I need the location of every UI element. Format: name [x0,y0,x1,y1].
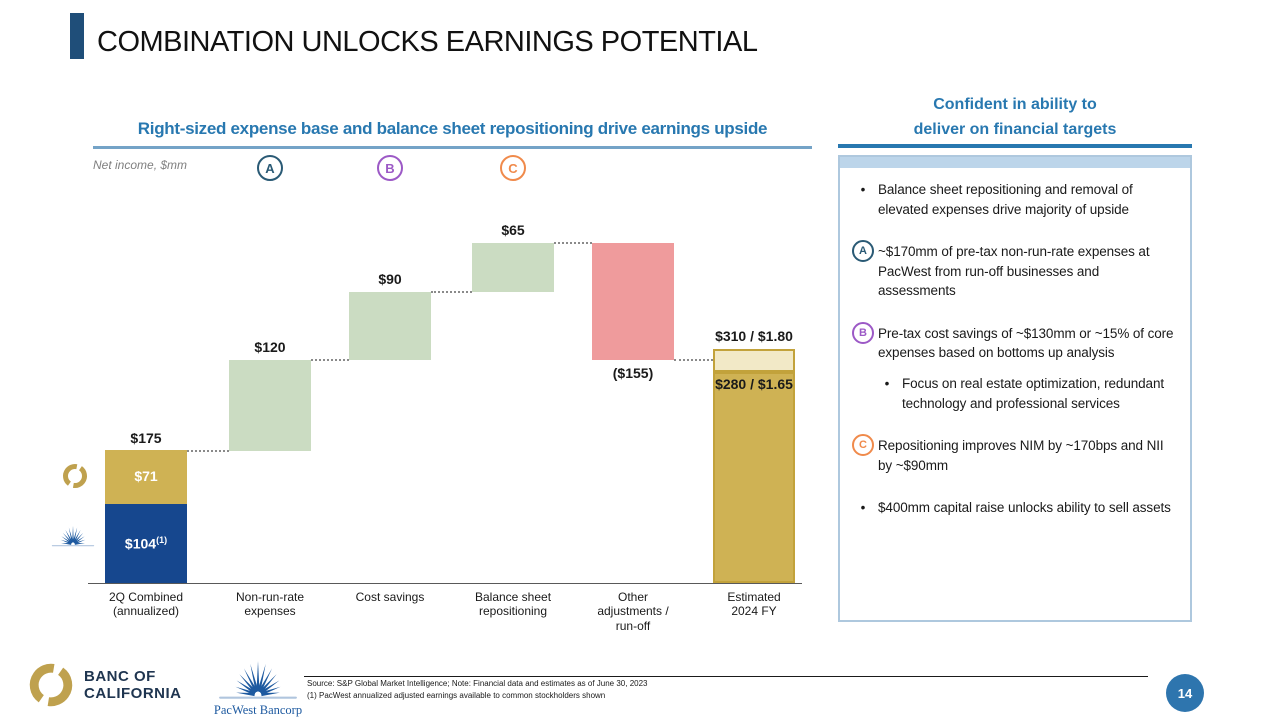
cost-savings-axis-label: Cost savings [355,590,425,604]
other-adjustments-run-off-axis-label: Other adjustments / run-off [597,590,669,633]
panel-item-text: Repositioning improves NIM by ~170bps an… [878,438,1164,473]
2q-combined-segment-label-0: $104(1) [124,534,168,552]
banc-of-california-ring-icon [29,663,73,707]
connector-3 [554,242,592,244]
banc-of-california-wordmark: BANC OF CALIFORNIA [84,668,182,703]
other-adjustments-run-off-label: ($155) [612,365,654,381]
cost-savings-bar [349,292,431,360]
bullet-circle-c-icon: C [848,434,878,457]
2q-combined-axis-label: 2Q Combined (annualized) [108,590,184,619]
connector-1 [311,359,349,361]
2q-combined-segment-0 [105,504,187,583]
connector-4 [674,359,713,361]
2q-combined-segment-label-1: $71 [134,468,158,484]
panel-title: Confident in ability to deliver on finan… [838,93,1192,143]
estimated-2024-fy-segment-0 [713,372,795,583]
panel-item-text: ~$170mm of pre-tax non-run-rate expenses… [878,244,1150,299]
chart-title-underline [93,146,812,149]
bullet-circle-a-icon: A [848,240,878,263]
pacwest-sunburst-icon [219,661,297,699]
banc-of-california-logo: BANC OF CALIFORNIA [28,662,182,708]
pacwest-bancorp-logo: PacWest Bancorp [213,656,303,718]
connector-0 [187,450,229,452]
chart-axis-note: Net income, $mm [93,158,188,172]
bullet-dot-icon: • [884,375,890,391]
panel-title-line1: Confident in ability to [933,96,1097,113]
other-adjustments-run-off-bar [592,243,674,360]
panel-item-text: Focus on real estate optimization, redun… [902,375,1165,411]
slide-title: COMBINATION UNLOCKS EARNINGS POTENTIAL [97,26,758,58]
panel-item-1: A ~$170mm of pre-tax non-run-rate expense… [848,240,1178,301]
cost-savings-label: $90 [378,271,402,287]
2q-combined-total-label: $175 [130,430,162,446]
source-note-line2: (1) PacWest annualized adjusted earnings… [307,691,606,700]
estimated-2024-fy-segment-1 [713,349,795,372]
pacwest-sunburst-icon [51,525,95,547]
source-note-line1: Source: S&P Global Market Intelligence; … [307,679,648,688]
bullet-circle-b-icon: B [848,321,878,344]
balance-sheet-repositioning-bar [472,243,554,292]
footer-rule [304,676,1148,677]
panel-item-3: • Focus on real estate optimization, redu… [848,374,1178,413]
balance-sheet-repositioning-axis-label: Balance sheet repositioning [474,590,552,619]
estimated-2024-fy-axis-label: Estimated 2024 FY [727,590,781,619]
banc-logo-line1: BANC OF [84,667,156,685]
chart-marker-a: A [257,155,283,181]
estimated-2024-fy-total-label: $310 / $1.80 [715,328,793,344]
panel-item-0: • Balance sheet repositioning and removal… [848,180,1178,219]
panel-item-text: $400mm capital raise unlocks ability to … [878,500,1171,516]
panel-item-2: B Pre-tax cost savings of ~$130mm or ~15%… [848,321,1178,363]
banc-logo-line2: CALIFORNIA [84,685,182,702]
estimated-2024-fy-segment-label-0: $280 / $1.65 [715,376,793,392]
bullet-dot-icon: • [860,500,866,516]
non-run-rate-expenses-axis-label: Non-run-rate expenses [235,590,305,619]
2q-combined-segment-1 [105,450,187,504]
chart-marker-c: C [500,155,526,181]
connector-2 [431,291,472,293]
panel-header-band [840,157,1190,168]
panel-title-line2: deliver on financial targets [913,120,1117,138]
panel-bullet-list: • Balance sheet repositioning and removal… [840,168,1190,518]
panel-item-text: Balance sheet repositioning and removal … [878,182,1133,217]
panel-item-5: • $400mm capital raise unlocks ability to… [848,498,1178,518]
panel-item-4: C Repositioning improves NIM by ~170bps a… [848,434,1178,475]
pacwest-wordmark: PacWest Bancorp [213,703,303,717]
panel-title-underline [838,144,1192,148]
bullet-dot-icon: • [860,182,866,197]
non-run-rate-expenses-bar [229,360,311,451]
page-number: 14 [1177,685,1193,701]
panel-item-text: Pre-tax cost savings of ~$130mm or ~15% … [878,325,1174,361]
page-number-badge: 14 [1166,674,1204,712]
x-axis-line [88,583,802,584]
chart-title: Right-sized expense base and balance she… [137,119,768,138]
non-run-rate-expenses-label: $120 [254,339,286,355]
panel-box: • Balance sheet repositioning and removal… [838,155,1192,622]
chart-marker-b: B [377,155,403,181]
balance-sheet-repositioning-label: $65 [501,222,525,238]
banc-of-california-ring-icon [63,464,87,488]
title-accent-bar [70,13,84,59]
